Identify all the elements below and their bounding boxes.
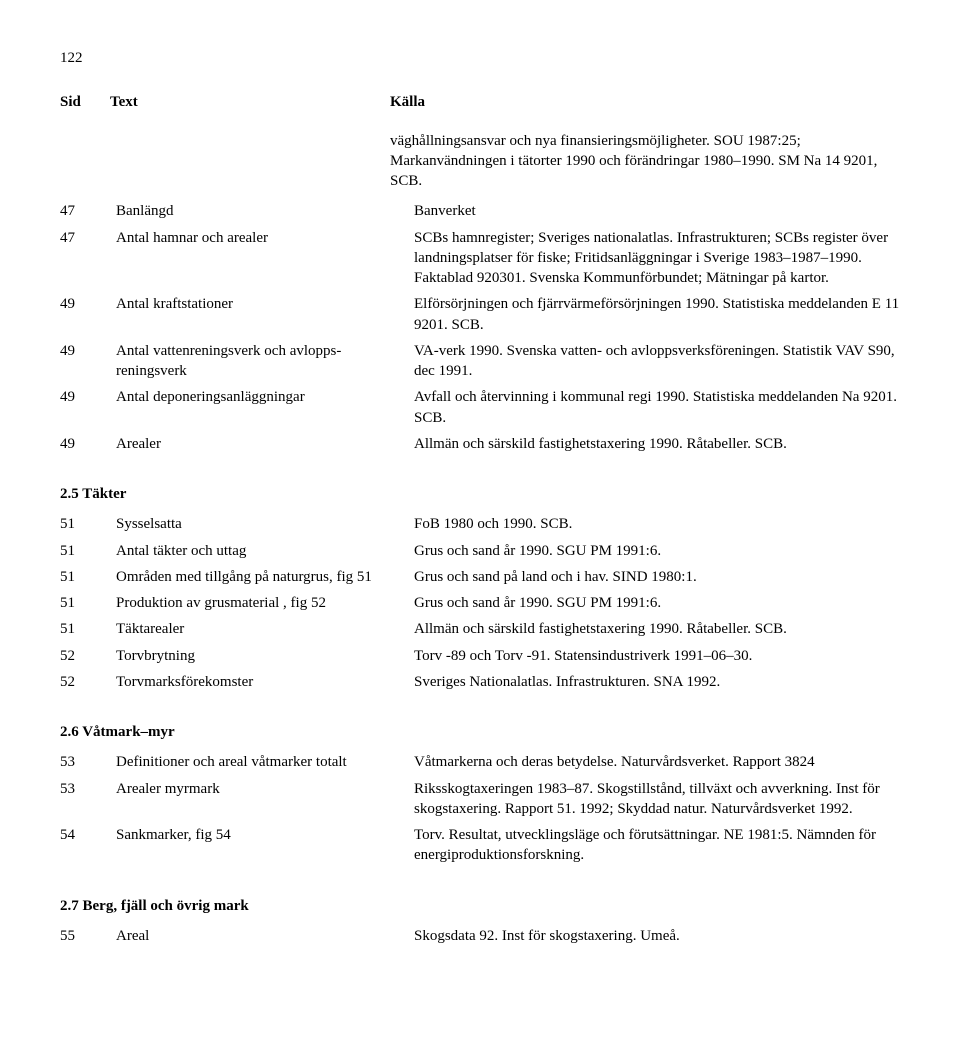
column-headers: Sid Text Källa: [60, 92, 900, 112]
intro-paragraph: väghållningsansvar och nya finansierings…: [390, 131, 900, 192]
cell-kalla: Grus och sand på land och i hav. SIND 19…: [414, 567, 900, 587]
cell-kalla: Allmän och särskild fastighetstaxering 1…: [414, 434, 900, 454]
cell-kalla: Torv. Resultat, utvecklingsläge och föru…: [414, 825, 900, 866]
rows-block-main: 47BanlängdBanverket47Antal hamnar och ar…: [60, 201, 900, 454]
table-row: 49ArealerAllmän och särskild fastighetst…: [60, 434, 900, 454]
cell-text: Arealer: [116, 434, 414, 454]
table-row: 51TäktarealerAllmän och särskild fastigh…: [60, 619, 900, 639]
cell-text: Sankmarker, fig 54: [116, 825, 414, 845]
table-row: 52TorvmarksförekomsterSveriges Nationala…: [60, 672, 900, 692]
cell-kalla: Våtmarkerna och deras betydelse. Naturvå…: [414, 752, 900, 772]
table-row: 53Arealer myrmarkRiksskogtaxeringen 1983…: [60, 779, 900, 820]
section-title-vatmark: 2.6 Våtmark–myr: [60, 722, 900, 742]
cell-text: Antal vattenreningsverk och avlopps-reni…: [116, 341, 414, 382]
cell-text: Produktion av grusmaterial , fig 52: [116, 593, 414, 613]
cell-sid: 51: [60, 593, 116, 613]
cell-sid: 53: [60, 779, 116, 799]
table-row: 53Definitioner och areal våtmarker total…: [60, 752, 900, 772]
table-row: 47BanlängdBanverket: [60, 201, 900, 221]
cell-kalla: VA-verk 1990. Svenska vatten- och avlopp…: [414, 341, 900, 382]
header-text: Text: [110, 92, 390, 112]
cell-sid: 47: [60, 201, 116, 221]
table-row: 51Produktion av grusmaterial , fig 52Gru…: [60, 593, 900, 613]
cell-text: Antal kraftstationer: [116, 294, 414, 314]
section-title-takter: 2.5 Täkter: [60, 484, 900, 504]
cell-text: Areal: [116, 926, 414, 946]
cell-text: Områden med tillgång på naturgrus, fig 5…: [116, 567, 414, 587]
cell-sid: 49: [60, 341, 116, 361]
header-sid: Sid: [60, 92, 110, 112]
cell-text: Torvmarksförekomster: [116, 672, 414, 692]
cell-kalla: FoB 1980 och 1990. SCB.: [414, 514, 900, 534]
table-row: 47Antal hamnar och arealerSCBs hamnregis…: [60, 228, 900, 289]
cell-kalla: SCBs hamnregister; Sveriges nationalatla…: [414, 228, 900, 289]
cell-kalla: Riksskogtaxeringen 1983–87. Skogstillstå…: [414, 779, 900, 820]
cell-sid: 53: [60, 752, 116, 772]
cell-text: Antal deponeringsanläggningar: [116, 387, 414, 407]
cell-kalla: Torv -89 och Torv -91. Statensindustrive…: [414, 646, 900, 666]
cell-sid: 49: [60, 434, 116, 454]
cell-sid: 51: [60, 567, 116, 587]
cell-kalla: Grus och sand år 1990. SGU PM 1991:6.: [414, 541, 900, 561]
cell-text: Sysselsatta: [116, 514, 414, 534]
cell-text: Torvbrytning: [116, 646, 414, 666]
cell-text: Antal täkter och uttag: [116, 541, 414, 561]
cell-text: Banlängd: [116, 201, 414, 221]
table-row: 49Antal kraftstationerElförsörjningen oc…: [60, 294, 900, 335]
cell-kalla: Avfall och återvinning i kommunal regi 1…: [414, 387, 900, 428]
cell-sid: 54: [60, 825, 116, 845]
cell-text: Antal hamnar och arealer: [116, 228, 414, 248]
cell-sid: 47: [60, 228, 116, 248]
cell-text: Täktarealer: [116, 619, 414, 639]
cell-sid: 51: [60, 619, 116, 639]
cell-kalla: Skogsdata 92. Inst för skogstaxering. Um…: [414, 926, 900, 946]
rows-block-vatmark: 53Definitioner och areal våtmarker total…: [60, 752, 900, 865]
cell-sid: 49: [60, 294, 116, 314]
table-row: 54Sankmarker, fig 54Torv. Resultat, utve…: [60, 825, 900, 866]
cell-kalla: Sveriges Nationalatlas. Infrastrukturen.…: [414, 672, 900, 692]
cell-sid: 52: [60, 672, 116, 692]
table-row: 52TorvbrytningTorv -89 och Torv -91. Sta…: [60, 646, 900, 666]
section-title-berg: 2.7 Berg, fjäll och övrig mark: [60, 896, 900, 916]
rows-block-takter: 51SysselsattaFoB 1980 och 1990. SCB.51An…: [60, 514, 900, 692]
table-row: 51SysselsattaFoB 1980 och 1990. SCB.: [60, 514, 900, 534]
cell-sid: 51: [60, 514, 116, 534]
table-row: 49Antal vattenreningsverk och avlopps-re…: [60, 341, 900, 382]
table-row: 51Områden med tillgång på naturgrus, fig…: [60, 567, 900, 587]
cell-kalla: Elförsörjningen och fjärrvärmeförsörjnin…: [414, 294, 900, 335]
cell-sid: 51: [60, 541, 116, 561]
cell-kalla: Grus och sand år 1990. SGU PM 1991:6.: [414, 593, 900, 613]
table-row: 51Antal täkter och uttagGrus och sand år…: [60, 541, 900, 561]
rows-block-berg: 55ArealSkogsdata 92. Inst för skogstaxer…: [60, 926, 900, 946]
page-number: 122: [60, 48, 900, 68]
cell-text: Arealer myrmark: [116, 779, 414, 799]
table-row: 49Antal deponeringsanläggningarAvfall oc…: [60, 387, 900, 428]
cell-text: Definitioner och areal våtmarker totalt: [116, 752, 414, 772]
cell-sid: 52: [60, 646, 116, 666]
table-row: 55ArealSkogsdata 92. Inst för skogstaxer…: [60, 926, 900, 946]
cell-kalla: Banverket: [414, 201, 900, 221]
cell-kalla: Allmän och särskild fastighetstaxering 1…: [414, 619, 900, 639]
header-kalla: Källa: [390, 92, 900, 112]
cell-sid: 49: [60, 387, 116, 407]
cell-sid: 55: [60, 926, 116, 946]
